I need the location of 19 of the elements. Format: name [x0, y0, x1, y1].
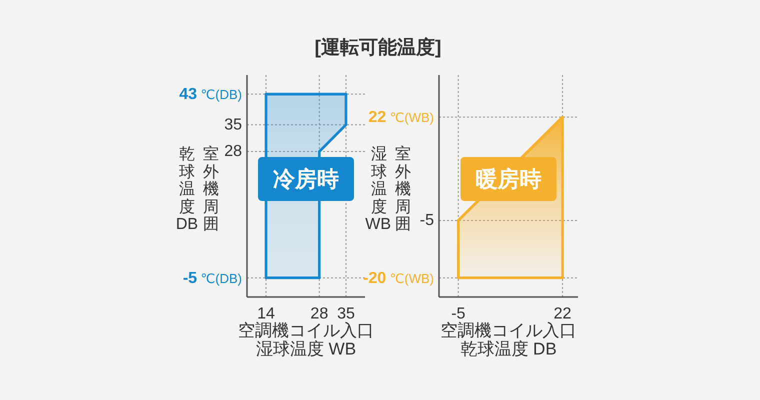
x-axis-title: 空調機コイル入口乾球温度 DB	[440, 321, 576, 358]
text: 室外機周囲湿球温度WB	[365, 146, 411, 233]
y-tick-label: 28	[224, 143, 242, 160]
chart-title: [運転可能温度]	[314, 36, 442, 58]
y-tick-label: -20 ℃(WB)	[363, 269, 434, 286]
x-tick-label: 14	[257, 306, 276, 322]
y-tick-label: 43 ℃(DB)	[179, 86, 242, 103]
text: 冷房時	[273, 166, 339, 192]
x-tick-label: 22	[554, 306, 572, 322]
x-tick-label: 28	[310, 306, 328, 322]
x-tick-label: 35	[337, 306, 355, 322]
text: 室外機周囲乾球温度DB	[176, 146, 219, 233]
y-tick-label: -5	[420, 212, 434, 229]
x-tick-label: -5	[451, 306, 466, 322]
y-tick-label: 22 ℃(WB)	[368, 108, 434, 126]
y-tick-label: -5 ℃(DB)	[182, 269, 242, 286]
x-axis-title: 空調機コイル入口湿球温度 WB	[238, 321, 374, 358]
y-tick-label: 35	[224, 116, 242, 134]
series-label: 暖房時	[476, 166, 542, 192]
